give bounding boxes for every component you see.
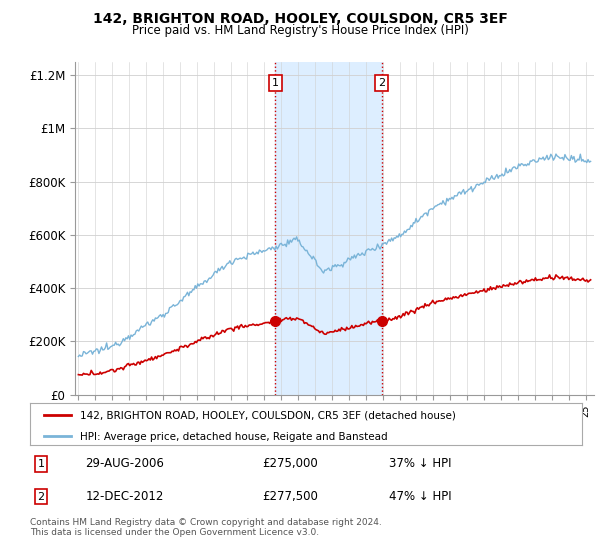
Text: 2: 2	[37, 492, 44, 502]
Text: Contains HM Land Registry data © Crown copyright and database right 2024.
This d: Contains HM Land Registry data © Crown c…	[30, 518, 382, 538]
Text: 1: 1	[272, 78, 279, 88]
Bar	[275, 62, 382, 395]
Text: HPI: Average price, detached house, Reigate and Banstead: HPI: Average price, detached house, Reig…	[80, 432, 388, 442]
Text: 1: 1	[38, 459, 44, 469]
Text: £275,000: £275,000	[262, 457, 317, 470]
Text: Price paid vs. HM Land Registry's House Price Index (HPI): Price paid vs. HM Land Registry's House …	[131, 24, 469, 36]
Text: 37% ↓ HPI: 37% ↓ HPI	[389, 457, 451, 470]
Text: 47% ↓ HPI: 47% ↓ HPI	[389, 490, 451, 503]
Text: £277,500: £277,500	[262, 490, 318, 503]
Text: 2: 2	[378, 78, 385, 88]
Text: 29-AUG-2006: 29-AUG-2006	[85, 457, 164, 470]
Text: 142, BRIGHTON ROAD, HOOLEY, COULSDON, CR5 3EF (detached house): 142, BRIGHTON ROAD, HOOLEY, COULSDON, CR…	[80, 411, 455, 421]
Text: 12-DEC-2012: 12-DEC-2012	[85, 490, 164, 503]
Text: 142, BRIGHTON ROAD, HOOLEY, COULSDON, CR5 3EF: 142, BRIGHTON ROAD, HOOLEY, COULSDON, CR…	[92, 12, 508, 26]
